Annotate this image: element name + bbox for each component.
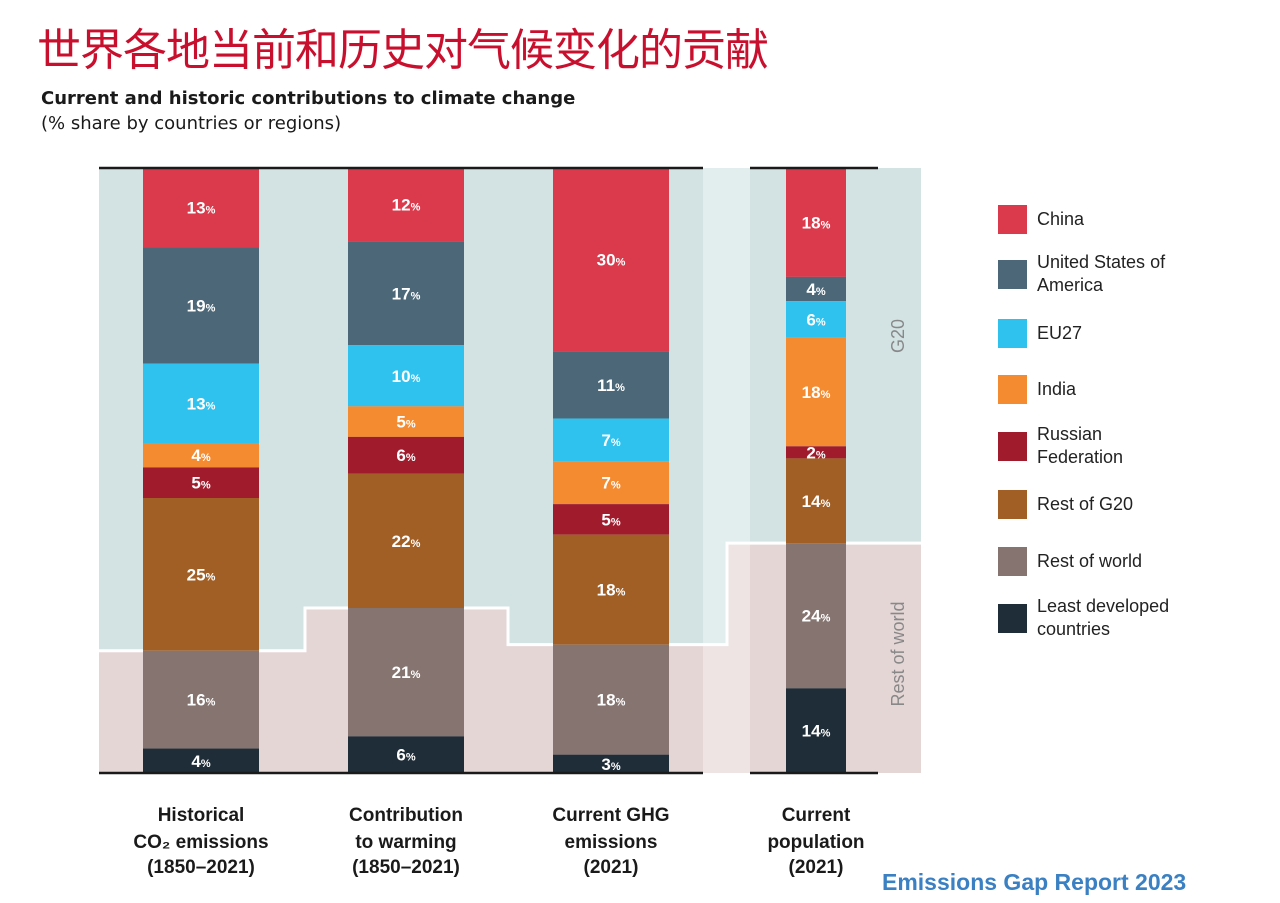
legend-swatch [998, 547, 1027, 576]
legend-swatch [998, 490, 1027, 519]
bar-segment [348, 406, 464, 437]
bar-segment [786, 301, 846, 338]
bar-segment [348, 736, 464, 773]
g20-boundary-line [99, 541, 921, 653]
category-label: Current GHG [552, 805, 669, 826]
bar-segment [553, 461, 669, 505]
bar-segment [348, 168, 464, 242]
bar-segment [553, 418, 669, 462]
bar-segment [786, 543, 846, 689]
category-label: (1850–2021) [147, 857, 255, 878]
category-label: CO₂ emissions [133, 832, 268, 853]
category-label: to warming [355, 832, 456, 853]
page-title: 世界各地当前和历史对气候变化的贡献 [37, 25, 769, 76]
legend: China United States of America EU27 Indi… [998, 0, 1268, 700]
category-label: Historical [158, 805, 245, 826]
bar-segment [348, 608, 464, 737]
legend-label: EU27 [1037, 323, 1083, 343]
legend-item-rest-of-world: Rest of world [998, 547, 1142, 576]
bar-gap [703, 166, 750, 775]
legend-label: Rest of G20 [1037, 494, 1134, 514]
category-label: (1850–2021) [352, 857, 460, 878]
bar-segment [143, 650, 259, 749]
legend-swatch [998, 431, 1027, 461]
category-label: (2021) [584, 857, 639, 878]
chart-subtitle: (% share by countries or regions) [41, 113, 342, 134]
legend-swatch [998, 319, 1027, 348]
bar-segment [553, 534, 669, 645]
bar-segment [553, 351, 669, 419]
legend-label: India [1037, 379, 1077, 399]
bar-segment [143, 748, 259, 773]
bar-segment [553, 504, 669, 535]
bar-segment [553, 754, 669, 773]
bar-segment [348, 345, 464, 407]
bar-segment [348, 473, 464, 608]
bar-segment [786, 168, 846, 277]
group-label-g20: G20 [888, 319, 908, 353]
legend-swatch [998, 603, 1027, 633]
bar-segment [143, 467, 259, 498]
bar-segment [143, 443, 259, 468]
legend-label: Least developed countries [1037, 596, 1170, 639]
bar-segment [143, 363, 259, 443]
source-label: Emissions Gap Report 2023 [882, 869, 1187, 895]
legend-label: China [1037, 209, 1085, 229]
legend-label: Rest of world [1037, 551, 1143, 571]
bar-segment [786, 458, 846, 544]
bar-segment [786, 446, 846, 459]
bar-segment [348, 241, 464, 346]
legend-swatch [998, 205, 1027, 234]
bar-segment [143, 168, 259, 248]
bar-segment [553, 168, 669, 352]
legend-item-russia: Russian Federation [998, 423, 1157, 469]
bar-segment [786, 276, 846, 302]
category-label: Current [782, 805, 851, 826]
legend-swatch [998, 375, 1027, 404]
bar-segment [786, 337, 846, 447]
bar-segment [143, 498, 259, 651]
chart-title: Current and historic contributions to cl… [41, 88, 576, 109]
legend-swatch [998, 259, 1027, 289]
bar-segment [143, 247, 259, 364]
bar-segment [553, 644, 669, 755]
legend-label: Russian Federation [1037, 424, 1124, 467]
legend-item-rest-of-g20: Rest of G20 [998, 490, 1133, 519]
bar-segment [348, 436, 464, 474]
legend-label: United States of America [1037, 252, 1166, 295]
legend-item-india: India [998, 375, 1076, 404]
legend-item-usa: United States of America [998, 251, 1177, 297]
legend-item-least-developed: Least developed countries [998, 595, 1207, 641]
category-label: emissions [565, 832, 658, 853]
bar-segment [786, 688, 846, 773]
group-label-rest-of-world: Rest of world [888, 601, 908, 706]
stacked-bar-chart: 13%19%13%4%5%25%16%4%12%17%10%5%6%22%21%… [99, 166, 921, 878]
category-label: (2021) [789, 857, 844, 878]
category-label: Contribution [349, 805, 463, 826]
category-label: population [767, 832, 864, 853]
legend-item-china: China [998, 205, 1084, 234]
legend-item-eu27: EU27 [998, 319, 1082, 348]
